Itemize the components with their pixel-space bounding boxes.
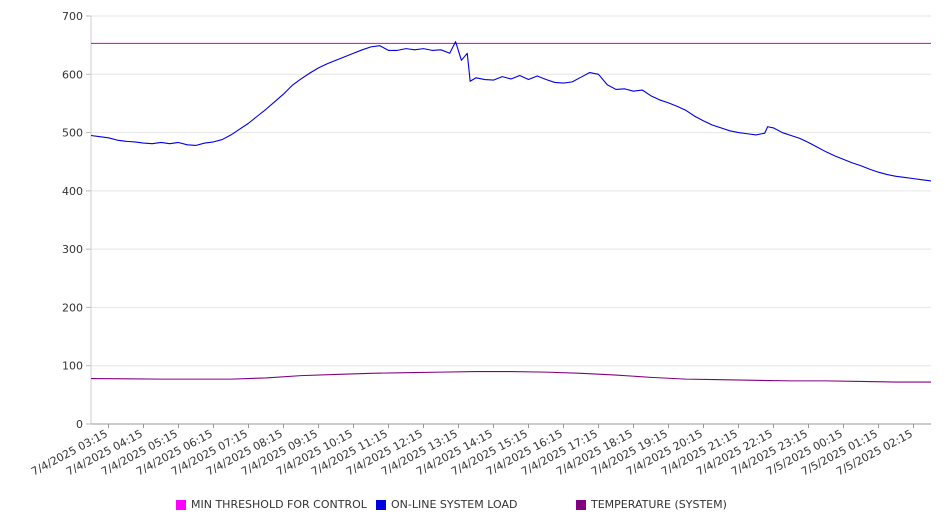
y-tick-label: 300 [62,243,83,256]
y-tick-label: 100 [62,360,83,373]
legend-label-min-threshold: MIN THRESHOLD FOR CONTROL [191,498,367,511]
legend-item-min-threshold[interactable]: MIN THRESHOLD FOR CONTROL [176,498,367,511]
legend-item-temperature[interactable]: TEMPERATURE (SYSTEM) [576,498,727,511]
legend-swatch-temperature [576,499,586,510]
legend: MIN THRESHOLD FOR CONTROL ON-LINE SYSTEM… [0,498,946,514]
series-line-temperature [90,370,931,383]
legend-swatch-system-load [376,499,386,510]
y-tick-label: 400 [62,185,83,198]
legend-label-temperature: TEMPERATURE (SYSTEM) [591,498,727,511]
series-line-system-load [90,41,932,182]
legend-label-system-load: ON-LINE SYSTEM LOAD [391,498,518,511]
legend-item-system-load[interactable]: ON-LINE SYSTEM LOAD [376,498,517,511]
y-tick-label: 600 [62,68,83,81]
y-tick-label: 0 [76,418,83,431]
legend-swatch-min-threshold [176,499,186,510]
y-tick-label: 500 [62,127,83,140]
y-tick-label: 200 [62,301,83,314]
y-tick-label: 700 [62,10,83,23]
